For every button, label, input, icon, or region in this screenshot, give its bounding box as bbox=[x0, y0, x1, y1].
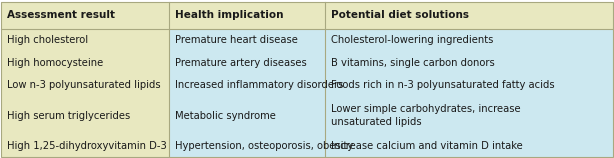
Text: Lower simple carbohydrates, increase
unsaturated lipids: Lower simple carbohydrates, increase uns… bbox=[332, 104, 521, 127]
Text: High 1,25-dihydroxyvitamin D-3: High 1,25-dihydroxyvitamin D-3 bbox=[7, 141, 167, 151]
Bar bbox=[1, 51, 169, 74]
Text: Premature heart disease: Premature heart disease bbox=[176, 35, 298, 45]
Text: Foods rich in n-3 polyunsaturated fatty acids: Foods rich in n-3 polyunsaturated fatty … bbox=[332, 80, 555, 91]
Text: Hypertension, osteoporosis, obesity: Hypertension, osteoporosis, obesity bbox=[176, 141, 354, 151]
Text: Metabolic syndrome: Metabolic syndrome bbox=[176, 111, 276, 121]
Text: High cholesterol: High cholesterol bbox=[7, 35, 88, 45]
Bar bbox=[1, 134, 169, 157]
Text: Cholesterol-lowering ingredients: Cholesterol-lowering ingredients bbox=[332, 35, 494, 45]
Text: Increase calcium and vitamin D intake: Increase calcium and vitamin D intake bbox=[332, 141, 523, 151]
Text: Assessment result: Assessment result bbox=[7, 10, 115, 20]
Bar bbox=[1, 1, 613, 29]
Bar bbox=[1, 97, 169, 134]
Text: B vitamins, single carbon donors: B vitamins, single carbon donors bbox=[332, 58, 495, 68]
Text: Premature artery diseases: Premature artery diseases bbox=[176, 58, 307, 68]
Bar bbox=[169, 29, 613, 51]
Text: Potential diet solutions: Potential diet solutions bbox=[332, 10, 469, 20]
Text: Health implication: Health implication bbox=[176, 10, 284, 20]
Text: High serum triglycerides: High serum triglycerides bbox=[7, 111, 130, 121]
Text: Low n-3 polyunsaturated lipids: Low n-3 polyunsaturated lipids bbox=[7, 80, 161, 91]
Text: Increased inflammatory disorders: Increased inflammatory disorders bbox=[176, 80, 344, 91]
Bar bbox=[1, 29, 169, 51]
Bar bbox=[169, 134, 613, 157]
Bar bbox=[169, 97, 613, 134]
Bar bbox=[169, 74, 613, 97]
Text: High homocysteine: High homocysteine bbox=[7, 58, 103, 68]
Bar bbox=[169, 51, 613, 74]
Bar bbox=[1, 74, 169, 97]
